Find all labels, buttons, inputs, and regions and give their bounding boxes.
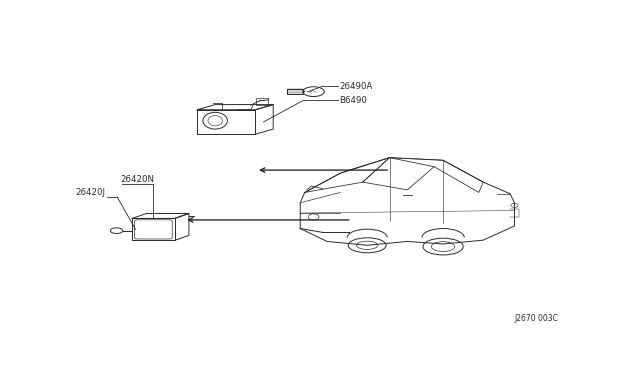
Text: B6490: B6490: [339, 96, 367, 105]
Text: J2670 003C: J2670 003C: [515, 314, 559, 323]
Text: 26490A: 26490A: [339, 82, 372, 91]
Text: 26420N: 26420N: [121, 174, 155, 183]
Text: 26420J: 26420J: [76, 188, 106, 197]
